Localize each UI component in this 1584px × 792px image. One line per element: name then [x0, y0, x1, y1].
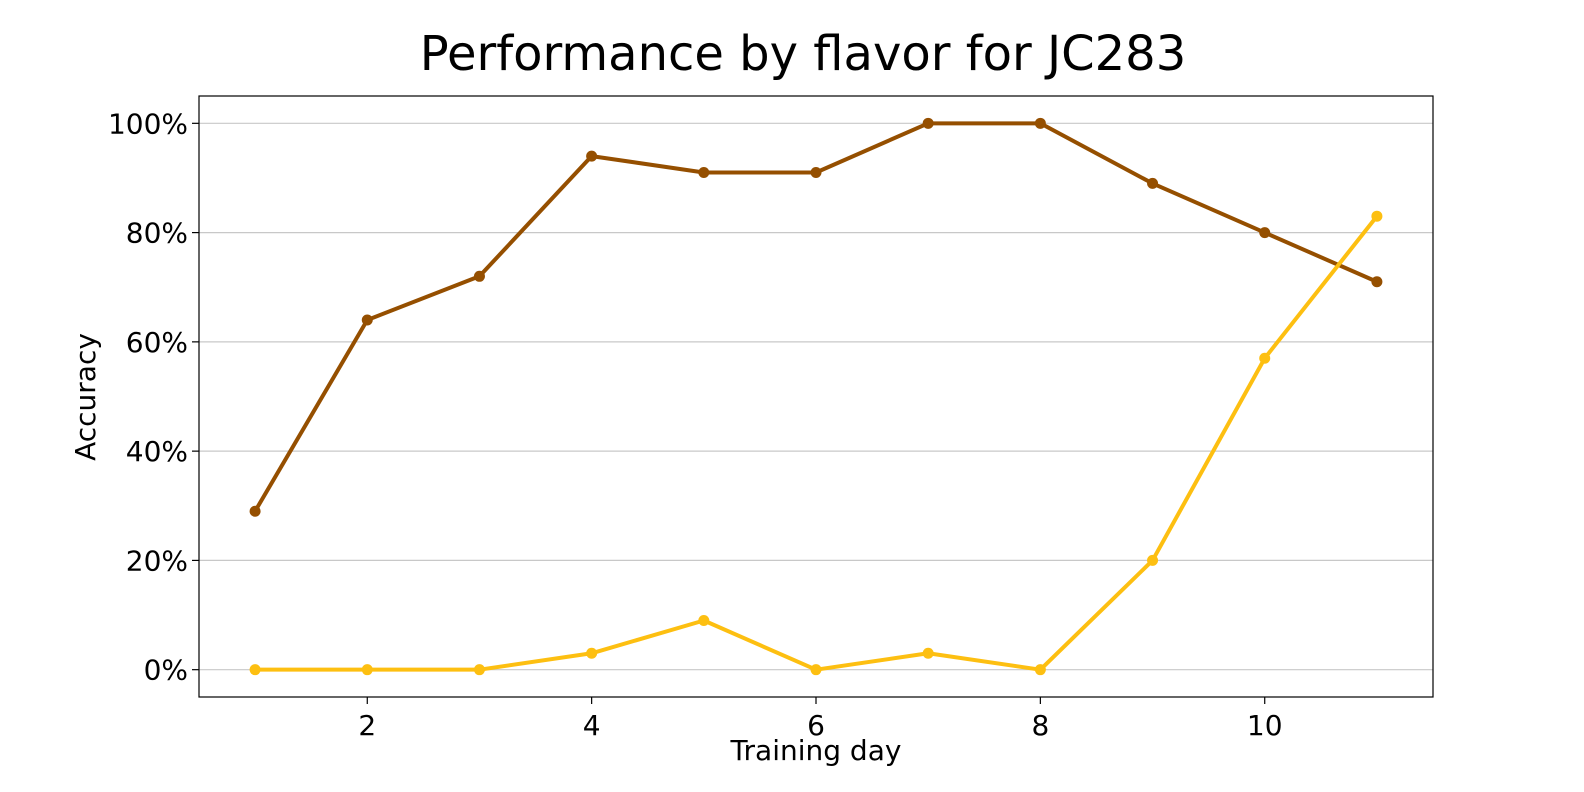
x-tick-label: 4 — [583, 709, 601, 742]
data-point — [922, 117, 934, 129]
data-point — [1371, 276, 1383, 288]
data-point — [249, 664, 261, 676]
data-point — [1259, 352, 1271, 364]
x-tick-label: 6 — [807, 709, 825, 742]
series-layer — [249, 117, 1383, 676]
y-tick-label: 40% — [126, 435, 188, 468]
data-point — [1371, 210, 1383, 222]
data-point — [698, 615, 710, 627]
data-point — [698, 166, 710, 178]
series-line — [253, 121, 1379, 514]
data-point — [810, 664, 822, 676]
data-point — [586, 647, 598, 659]
data-point — [473, 270, 485, 282]
series-2 — [249, 210, 1383, 676]
y-tick-label: 20% — [126, 544, 188, 577]
y-tick-label: 60% — [126, 326, 188, 359]
data-point — [586, 150, 598, 162]
series-1 — [249, 117, 1383, 517]
y-axis-label: Accuracy — [69, 333, 102, 461]
data-point — [361, 314, 373, 326]
y-tick-label: 80% — [126, 217, 188, 250]
series-line — [253, 214, 1379, 672]
data-point — [1259, 227, 1271, 239]
data-point — [1034, 664, 1046, 676]
data-point — [1034, 117, 1046, 129]
plot-frame — [198, 95, 1434, 698]
tick-layer: 0% 20% 40% 60% 80% 100% 2 4 6 8 10 — [108, 107, 1283, 742]
data-point — [810, 166, 822, 178]
data-point — [1147, 554, 1159, 566]
x-tick-label: 2 — [358, 709, 376, 742]
data-point — [361, 664, 373, 676]
x-tick-label: 8 — [1031, 709, 1049, 742]
x-tick-label: 10 — [1247, 709, 1283, 742]
y-tick-label: 0% — [144, 654, 188, 687]
data-point — [922, 647, 934, 659]
data-point — [473, 664, 485, 676]
x-axis-label: Training day — [730, 734, 902, 767]
data-point — [249, 505, 261, 517]
chart-title: Performance by flavor for JC283 — [420, 26, 1187, 82]
y-tick-label: 100% — [108, 107, 188, 140]
data-point — [1147, 177, 1159, 189]
grid-layer — [199, 122, 1433, 671]
